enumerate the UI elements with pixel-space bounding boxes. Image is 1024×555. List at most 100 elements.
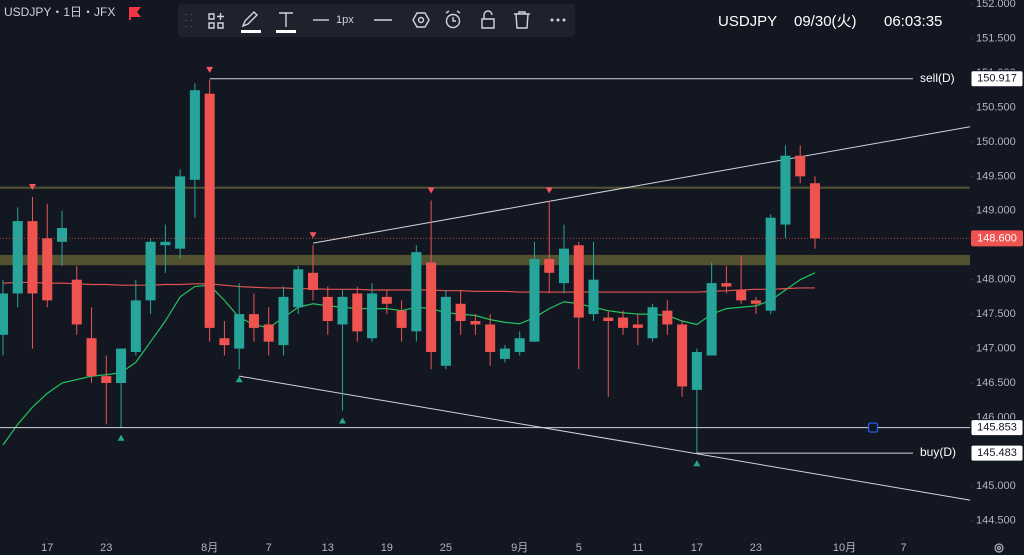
price-tag-bg	[970, 419, 1024, 437]
x-tick-label: 17	[691, 542, 703, 554]
candle-body	[175, 176, 186, 249]
x-tick-label: 17	[41, 542, 53, 554]
y-tick-label: 147.000	[976, 342, 1016, 354]
candle-body	[750, 300, 761, 304]
text-swatch	[276, 30, 296, 33]
text-icon[interactable]	[279, 12, 293, 27]
y-tick-label: 150.500	[976, 101, 1016, 113]
gear-icon[interactable]	[994, 543, 1004, 553]
candle-body	[278, 296, 289, 346]
x-tick-label: 23	[750, 542, 762, 554]
drag-handle[interactable]	[185, 14, 192, 27]
y-tick-label: 152.000	[976, 0, 1016, 10]
candle-body	[455, 303, 466, 322]
candle-body	[337, 296, 348, 325]
candle-body	[691, 352, 702, 390]
x-tick-label: 10月	[833, 542, 856, 554]
candle-body	[514, 338, 525, 353]
flag-icon[interactable]	[129, 7, 141, 20]
y-tick-label: 150.000	[976, 136, 1016, 148]
y-tick-label: 147.500	[976, 308, 1016, 320]
clock-date: 09/30(火)	[794, 13, 857, 30]
candle-body	[647, 307, 658, 339]
candle-body	[381, 296, 392, 304]
candle-body	[706, 283, 717, 356]
x-tick-label: 19	[381, 542, 393, 554]
alert-handle[interactable]	[867, 422, 879, 433]
candle-body	[485, 324, 496, 353]
price-tag-label: 145.853	[977, 421, 1017, 433]
candle-body	[440, 296, 451, 366]
candle-body	[263, 324, 274, 342]
zone	[0, 186, 970, 189]
level-name: sell(D)	[920, 71, 955, 85]
color-swatch	[241, 30, 261, 33]
candle-body	[219, 338, 230, 346]
candle-body	[470, 321, 481, 325]
candle-body	[42, 238, 53, 301]
price-tag-bg	[971, 230, 1023, 247]
candle-body	[736, 290, 747, 301]
plot	[0, 3, 973, 540]
y-tick-label: 149.000	[976, 205, 1016, 217]
candle-body	[499, 348, 510, 359]
high-marker	[545, 187, 553, 194]
candle-body	[293, 269, 304, 308]
moving-average	[2, 272, 816, 446]
candle-body	[573, 245, 584, 318]
x-tick-label: 11	[632, 542, 643, 554]
y-tick-label: 151.500	[976, 32, 1016, 44]
candle-body	[780, 155, 791, 225]
candle-body	[189, 90, 200, 180]
candle-body	[248, 314, 259, 328]
candle-body	[529, 259, 540, 342]
candle-body	[632, 324, 643, 328]
price-tag-label: 150.917	[977, 73, 1017, 85]
candle-body	[544, 259, 555, 273]
alert-icon[interactable]	[445, 13, 461, 29]
candle-body	[809, 183, 820, 239]
zone	[0, 254, 970, 266]
line-width-label[interactable]: 1px	[336, 14, 354, 26]
x-tick-label: 5	[576, 542, 582, 554]
candle-body	[86, 338, 97, 377]
price-tag-label: 145.483	[977, 447, 1017, 459]
color-icon[interactable]	[241, 11, 258, 28]
candle-body	[411, 252, 422, 332]
x-tick-label: 13	[322, 542, 334, 554]
moving-average	[2, 281, 815, 293]
y-tick-label: 148.000	[976, 274, 1016, 286]
candle-body	[0, 293, 8, 335]
x-tick-label: 25	[440, 542, 452, 554]
candle-body	[618, 317, 629, 328]
x-tick-label: 23	[100, 542, 112, 554]
lock-icon[interactable]	[481, 10, 495, 29]
candle-body	[721, 283, 732, 287]
more-icon[interactable]	[550, 18, 566, 22]
level-name: buy(D)	[920, 445, 956, 459]
candle-body	[116, 348, 127, 384]
high-marker	[309, 232, 317, 239]
candle-body	[558, 248, 570, 284]
candle-body	[603, 317, 614, 322]
y-tick-label: 146.500	[976, 377, 1016, 389]
candle-body	[101, 376, 112, 384]
candle-body	[130, 300, 141, 353]
candle-body	[204, 93, 215, 328]
trendline	[239, 375, 971, 501]
y-tick-label: 144.500	[976, 515, 1016, 527]
candle-body	[322, 296, 333, 322]
settings-icon[interactable]	[412, 12, 430, 28]
candle-body	[160, 241, 171, 246]
delete-icon[interactable]	[514, 11, 530, 29]
low-marker	[339, 417, 347, 424]
template-icon[interactable]	[208, 13, 224, 29]
candle-body	[588, 279, 599, 315]
clock-symbol: USDJPY	[718, 13, 777, 30]
candle-body	[234, 314, 245, 349]
high-marker	[206, 66, 214, 73]
toolbar: 1px	[178, 4, 575, 37]
